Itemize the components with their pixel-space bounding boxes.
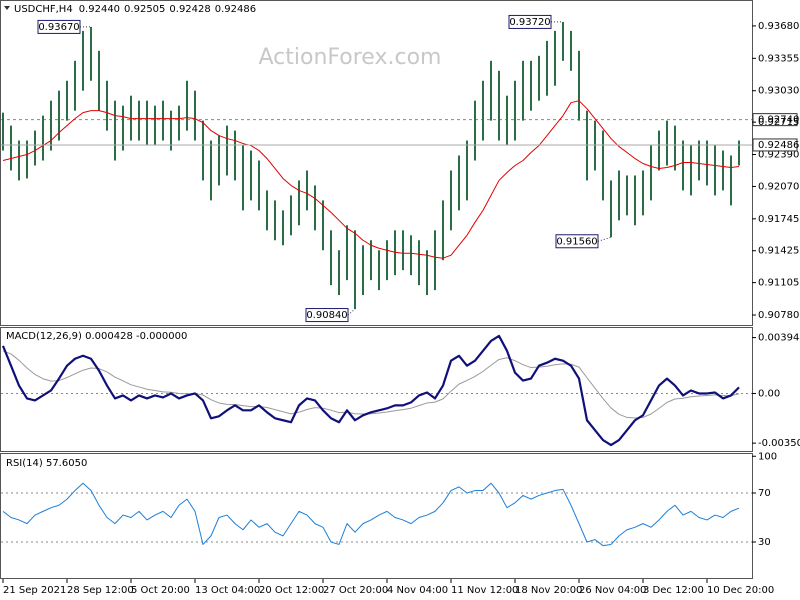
x-tick-label: 5 Oct 20:00: [131, 585, 190, 596]
annotation-label: 0.90840: [306, 310, 347, 321]
x-tick-label: 11 Nov 12:00: [451, 585, 518, 596]
x-tick-label: 26 Nov 04:00: [579, 585, 646, 596]
x-tick-label: 20 Oct 12:00: [259, 585, 324, 596]
watermark: ActionForex.com: [259, 45, 442, 70]
y-tick-label: 0.93680: [758, 21, 799, 32]
quote: 0.92440: [79, 4, 120, 15]
menu-icon: [4, 6, 10, 10]
y-tick-label: 0.92070: [758, 181, 799, 192]
y-tick-label: 70: [758, 488, 771, 499]
last-price-label: 0.92486: [758, 140, 799, 151]
signal-line: [2, 350, 740, 419]
annotation-box: [305, 308, 349, 323]
annotation-label: 0.91560: [556, 236, 597, 247]
x-tick-label: 10 Dec 20:00: [707, 585, 774, 596]
rsi-header: RSI(14) 57.6050: [6, 458, 87, 469]
rsi-line: [2, 482, 740, 547]
y-tick-label: 0.92390: [758, 150, 799, 161]
y-tick-label: 0.91745: [758, 214, 799, 225]
annotation-box: [37, 19, 81, 34]
y-tick-label: 0.91425: [758, 246, 799, 257]
x-tick-label: 18 Nov 20:00: [515, 585, 582, 596]
annotation-label: 0.93720: [509, 17, 550, 28]
symbol: USDCHF,H4: [14, 4, 73, 15]
y-tick-label: 0.92715: [758, 117, 799, 128]
x-tick-label: 3 Dec 12:00: [643, 585, 704, 596]
x-tick-label: 4 Nov 04:00: [387, 585, 448, 596]
macd-panel: [0, 327, 753, 452]
y-tick-label: 100: [758, 451, 777, 462]
y-tick-label: 30: [758, 537, 771, 548]
x-tick-label: 28 Sep 12:00: [67, 585, 134, 596]
annotation-box: [555, 234, 599, 249]
y-tick-label: -0.003506: [758, 438, 800, 449]
level-label: 0.92740: [758, 115, 799, 126]
last-price-box: [752, 138, 798, 152]
quote: 0.92486: [215, 4, 256, 15]
macd-line: [1, 334, 740, 447]
y-tick-label: 0.93355: [758, 53, 799, 64]
y-tick-label: 0.003944: [758, 333, 800, 344]
annotation-label: 0.93670: [38, 22, 79, 33]
annotation-leader: [597, 236, 612, 242]
moving-average: [2, 100, 740, 259]
y-tick-label: 0.93030: [758, 86, 799, 97]
macd-header: MACD(12,26,9) 0.000428 -0.000000: [6, 331, 187, 342]
quote: 0.92428: [169, 4, 210, 15]
annotation-box: [508, 14, 552, 29]
quote: 0.92505: [124, 4, 165, 15]
x-tick-label: 27 Oct 20:00: [323, 585, 388, 596]
y-tick-label: 0.91105: [758, 278, 799, 289]
y-tick-label: 0.90780: [758, 310, 799, 321]
level-label-box: [752, 113, 798, 127]
price-panel: [0, 0, 753, 326]
x-tick-label: 21 Sep 2021: [3, 585, 66, 596]
x-tick-label: 13 Oct 04:00: [195, 585, 260, 596]
y-tick-label: 0.00: [758, 388, 780, 399]
price-header: USDCHF,H4 0.92440 0.92505 0.92428 0.92486: [14, 4, 256, 15]
